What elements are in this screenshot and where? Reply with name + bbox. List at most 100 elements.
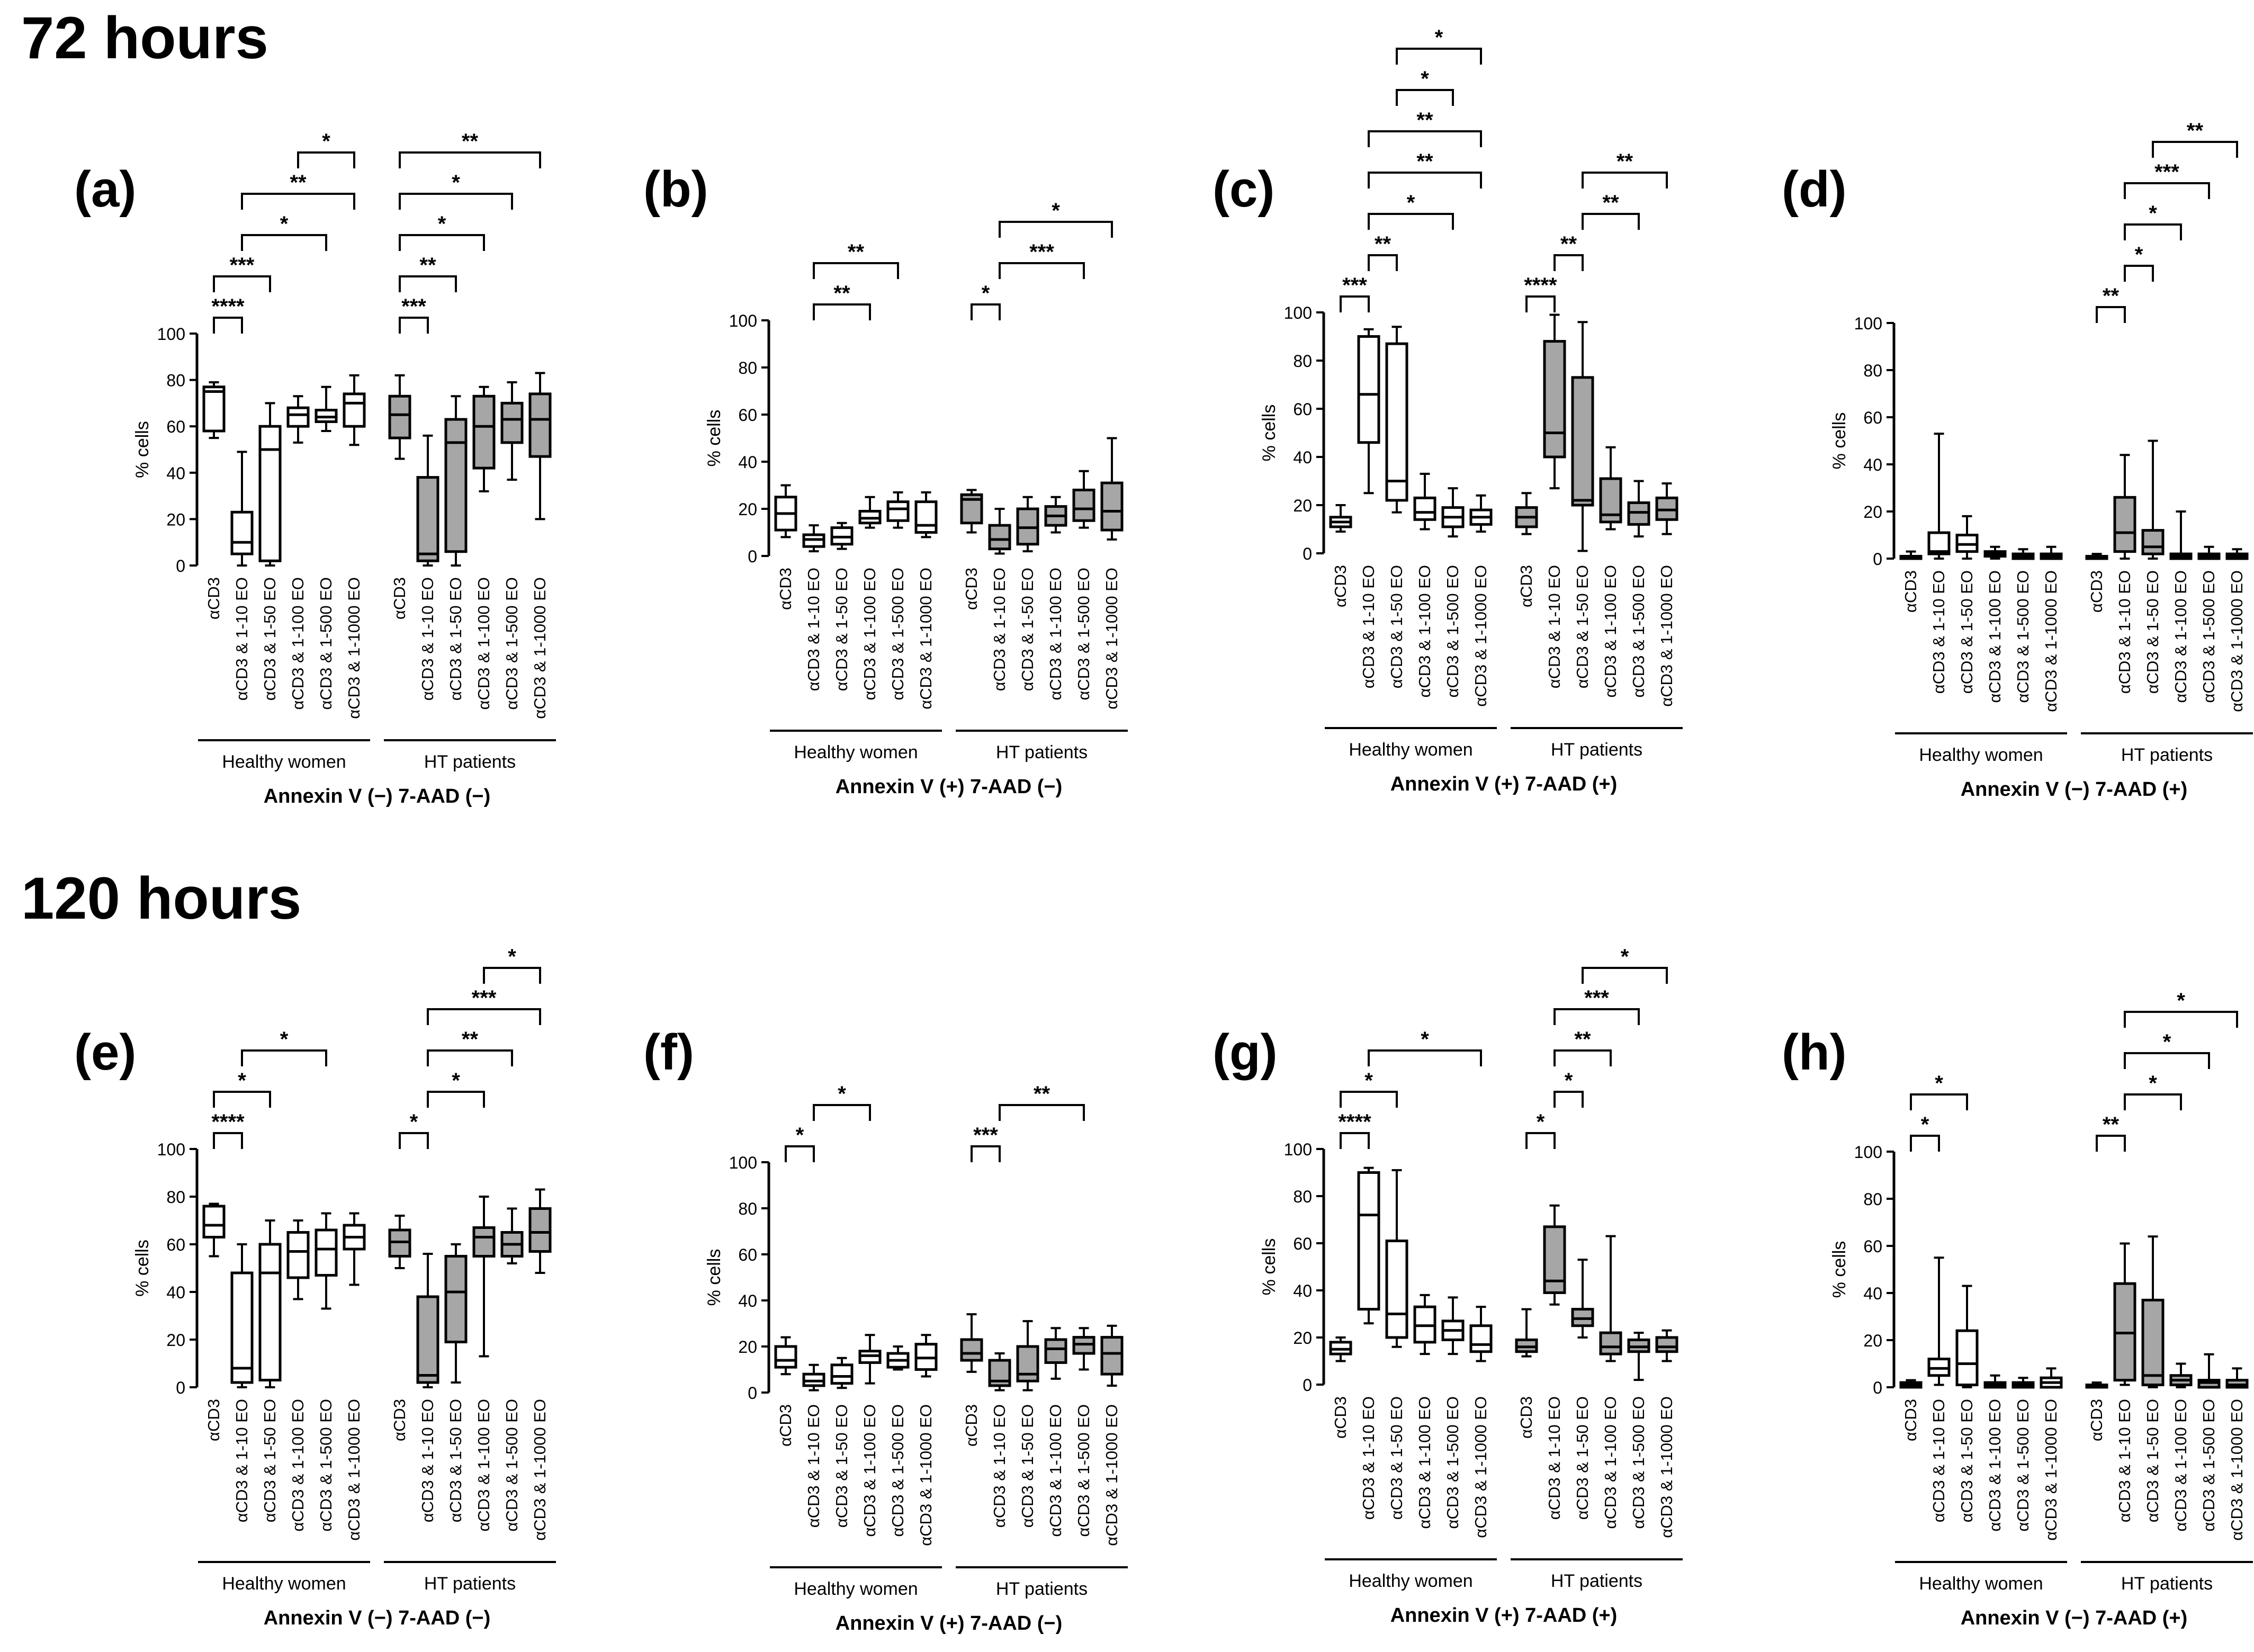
significance-bracket: [399, 275, 457, 292]
chart-title: Annexin V (−) 7-AAD (+): [1961, 778, 2188, 801]
x-tick-label: αCD3 & 1-1000 EO: [2042, 570, 2060, 712]
group-label: Healthy women: [222, 1574, 346, 1594]
x-tick-label: αCD3 & 1-500 EO: [888, 1404, 907, 1537]
y-tick-label: 60: [738, 1245, 757, 1264]
significance-label: *: [410, 1110, 418, 1134]
significance-label: *: [452, 171, 460, 194]
group-label: Healthy women: [222, 752, 346, 772]
panel-label: (e): [74, 1024, 136, 1081]
y-tick-label: 60: [1863, 408, 1882, 427]
x-tick-label: αCD3 & 1-10 EO: [418, 577, 437, 701]
box-iqr: [500, 401, 524, 444]
significance-bracket: [213, 1091, 271, 1108]
y-tick-label: 80: [738, 358, 757, 378]
y-axis-label: % cells: [132, 1240, 152, 1297]
significance-bracket: [399, 151, 541, 168]
x-tick-label: αCD3 & 1-100 EO: [1986, 1399, 2004, 1532]
significance-bracket: [813, 303, 871, 320]
significance-label: **: [1416, 150, 1433, 173]
box-iqr: [528, 1207, 552, 1253]
panel-label: (f): [643, 1024, 694, 1081]
box-iqr: [258, 425, 282, 562]
x-tick-label: αCD3 & 1-1000 EO: [1657, 1396, 1676, 1538]
box-iqr: [1543, 1225, 1566, 1294]
significance-bracket: [1340, 295, 1370, 312]
significance-label: *: [1421, 1028, 1429, 1051]
significance-bracket: [1396, 89, 1454, 106]
y-tick-label: 0: [1873, 550, 1882, 569]
x-tick-label: αCD3: [962, 568, 981, 610]
significance-label: **: [1375, 232, 1391, 256]
y-tick-label: 60: [1863, 1237, 1882, 1256]
significance-bracket: [241, 234, 327, 251]
significance-bracket: [1396, 48, 1482, 65]
y-tick-label: 80: [1293, 1187, 1312, 1206]
significance-bracket: [1553, 1049, 1612, 1066]
y-tick-label: 100: [729, 1153, 757, 1172]
group-label: HT patients: [996, 742, 1088, 762]
significance-label: **: [1602, 191, 1619, 214]
y-tick-label: 100: [157, 325, 185, 344]
significance-label: *: [1921, 1113, 1929, 1136]
significance-label: *: [2177, 989, 2185, 1012]
section-heading-72h: 72 hours: [21, 5, 268, 71]
significance-bracket: [2124, 1011, 2238, 1028]
box-iqr: [886, 500, 910, 522]
y-tick-label: 20: [738, 1337, 757, 1357]
significance-bracket: [399, 1132, 429, 1149]
y-tick-label: 100: [1854, 1143, 1882, 1162]
significance-label: *: [1052, 199, 1060, 222]
significance-label: *: [508, 945, 516, 968]
x-tick-label: αCD3: [2087, 570, 2106, 613]
y-tick-label: 20: [166, 1331, 185, 1350]
significance-label: ****: [1338, 1110, 1371, 1134]
significance-bracket: [1368, 254, 1398, 271]
significance-label: *: [982, 282, 990, 305]
significance-label: **: [1034, 1082, 1050, 1106]
box-iqr: [1100, 481, 1124, 532]
x-tick-label: αCD3 & 1-10 EO: [2115, 1399, 2134, 1522]
x-tick-label: αCD3 & 1-50 EO: [1387, 1396, 1406, 1520]
y-tick-label: 60: [738, 406, 757, 425]
box-iqr: [528, 392, 552, 458]
chart-title: Annexin V (+) 7-AAD (+): [1390, 773, 1618, 795]
section-heading-120h: 120 hours: [21, 865, 301, 931]
x-tick-label: αCD3 & 1-10 EO: [1545, 565, 1564, 688]
x-tick-label: αCD3 & 1-50 EO: [1018, 1404, 1037, 1528]
significance-label: **: [1574, 1028, 1591, 1051]
y-tick-label: 0: [176, 556, 185, 576]
significance-bracket: [813, 262, 899, 279]
x-tick-label: αCD3 & 1-100 EO: [1601, 1396, 1620, 1529]
x-tick-label: αCD3 & 1-50 EO: [2143, 570, 2162, 694]
chart-panel: (f) 0 20 40 60 80 100 % cells αCD3 αCD3 & 1-10 EO…: [643, 1024, 1128, 1635]
x-tick-label: αCD3 & 1-500 EO: [2014, 1399, 2032, 1532]
y-tick-label: 80: [1863, 361, 1882, 380]
x-tick-label: αCD3: [390, 577, 409, 620]
x-tick-label: αCD3 & 1-1000 EO: [345, 1399, 363, 1541]
box-iqr: [202, 385, 226, 433]
x-tick-label: αCD3 & 1-50 EO: [1018, 568, 1037, 691]
box-iqr: [1655, 1336, 1678, 1353]
significance-bracket: [2124, 223, 2182, 240]
y-tick-label: 0: [1873, 1378, 1882, 1397]
significance-bracket: [1582, 172, 1668, 188]
significance-bracket: [427, 1091, 485, 1108]
significance-bracket: [241, 1049, 327, 1066]
y-axis-label: % cells: [704, 410, 724, 467]
group-label: Healthy women: [1919, 1574, 2043, 1594]
significance-bracket: [785, 1145, 815, 1162]
significance-label: **: [1416, 109, 1433, 132]
x-tick-label: αCD3 & 1-10 EO: [1359, 565, 1378, 688]
significance-label: *: [1435, 26, 1443, 49]
x-tick-label: αCD3: [1517, 565, 1535, 607]
y-tick-label: 20: [738, 500, 757, 519]
box-iqr: [416, 476, 439, 562]
box-iqr: [444, 418, 468, 553]
significance-bracket: [1910, 1093, 1968, 1110]
significance-bracket: [399, 317, 429, 334]
y-axis-label: % cells: [1829, 1241, 1849, 1298]
significance-label: *: [452, 1069, 460, 1092]
box-iqr: [2113, 496, 2136, 553]
significance-bracket: [1553, 254, 1584, 271]
x-tick-label: αCD3 & 1-100 EO: [860, 1404, 879, 1537]
